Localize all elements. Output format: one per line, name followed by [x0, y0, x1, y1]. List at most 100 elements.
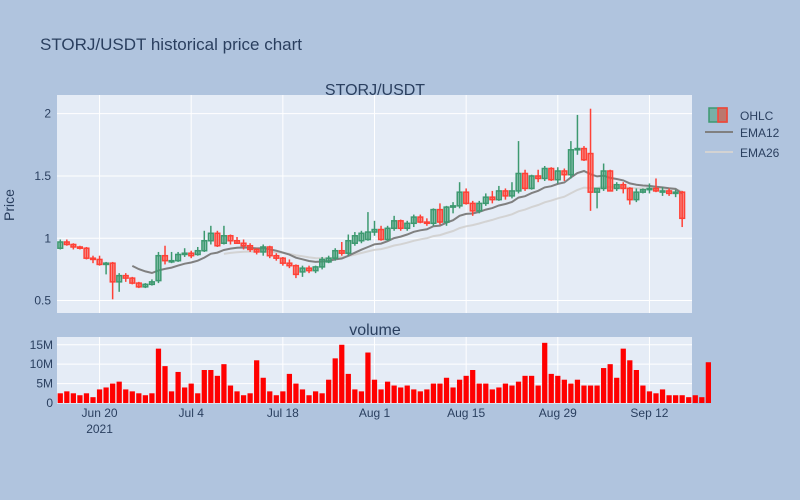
candle-body — [508, 190, 516, 197]
candle-body — [613, 183, 620, 190]
price-y-tick-label: 1.5 — [34, 169, 51, 183]
volume-bar — [254, 360, 260, 403]
volume-bar — [601, 368, 607, 403]
candlestick — [142, 283, 149, 289]
volume-bar — [326, 379, 332, 403]
volume-bar — [57, 393, 63, 403]
candle-body — [469, 202, 476, 212]
legend-label-ohlc: OHLC — [740, 109, 774, 123]
volume-bar — [587, 385, 594, 403]
candlestick-series — [57, 108, 686, 300]
volume-bar — [162, 366, 168, 403]
volume-bar — [542, 342, 548, 403]
candle-body — [351, 235, 358, 244]
x-tick-label: Sep 12 — [630, 406, 668, 420]
volume-bar — [208, 370, 214, 403]
candlestick — [155, 251, 162, 284]
candlestick — [600, 163, 607, 191]
candlestick — [423, 218, 430, 226]
volume-bar — [260, 377, 266, 403]
volume-bar — [640, 385, 646, 403]
candle-body — [292, 264, 300, 276]
candlestick — [410, 214, 417, 228]
candlestick — [57, 239, 64, 250]
volume-bar — [319, 393, 325, 403]
volume-bar — [509, 385, 515, 403]
legend-item-ohlc[interactable]: OHLC — [708, 107, 774, 123]
volume-bar — [653, 393, 659, 403]
candle-body — [312, 266, 319, 272]
candle-body — [240, 242, 247, 247]
candle-body — [593, 187, 601, 193]
candlestick — [626, 187, 633, 205]
candlestick — [652, 178, 660, 193]
candlestick — [521, 169, 529, 191]
candlestick — [587, 108, 594, 211]
candlestick — [102, 261, 110, 275]
candlestick — [508, 182, 516, 199]
candlestick — [639, 188, 647, 194]
candlestick — [607, 169, 614, 192]
price-grid — [57, 95, 692, 313]
price-subplot-title: STORJ/USDT — [325, 82, 425, 99]
candlestick — [70, 243, 77, 250]
candlestick — [672, 189, 679, 198]
candle-body — [332, 249, 339, 259]
volume-bar — [679, 395, 685, 403]
candlestick — [436, 203, 444, 225]
candlestick — [233, 237, 241, 244]
candlestick — [515, 141, 522, 194]
candle-body — [201, 239, 208, 252]
price-y-tick-label: 0.5 — [34, 294, 51, 308]
candle-body — [633, 191, 640, 201]
candlestick — [129, 276, 136, 285]
volume-bar — [404, 385, 410, 403]
candle-body — [607, 170, 614, 192]
candle-body — [227, 235, 234, 242]
candlestick — [417, 214, 424, 224]
candle-body — [266, 246, 273, 257]
candle-body — [175, 253, 182, 262]
candlestick — [377, 225, 385, 241]
candle-body — [168, 259, 175, 263]
candle-body — [188, 252, 195, 257]
x-tick-label: Aug 29 — [539, 406, 577, 420]
candlestick — [495, 185, 502, 201]
volume-bar — [293, 383, 299, 403]
candle-body — [148, 281, 156, 286]
volume-bar — [463, 375, 469, 403]
candle-body — [639, 188, 647, 193]
volume-bar — [142, 395, 148, 403]
candlestick — [404, 220, 411, 231]
volume-bar — [659, 389, 666, 403]
candlestick — [247, 243, 254, 252]
volume-bar — [391, 385, 397, 403]
x-tick-label: Aug 1 — [359, 406, 391, 420]
volume-bar — [77, 395, 83, 403]
candlestick — [502, 188, 509, 200]
volume-bar — [450, 387, 456, 403]
candle-body — [83, 247, 90, 259]
candle-body — [397, 220, 404, 230]
volume-bar — [417, 391, 423, 403]
candlestick — [338, 241, 345, 256]
candlestick — [63, 239, 70, 246]
candle-body — [63, 241, 70, 246]
price-y-tick-label: 1 — [44, 231, 51, 245]
legend-item-ema26[interactable]: EMA26 — [705, 146, 780, 160]
volume-bar — [227, 385, 234, 403]
candle-body — [220, 235, 228, 244]
candlestick — [397, 219, 404, 231]
volume-y-ticks: 0 5M 10M 15M — [30, 338, 54, 410]
candlestick — [148, 279, 156, 286]
candlestick — [482, 193, 489, 206]
candle-body — [377, 228, 385, 241]
legend[interactable]: OHLC EMA12 EMA26 — [705, 107, 780, 160]
volume-bar — [443, 377, 450, 403]
volume-bar — [673, 395, 679, 403]
candle-body — [430, 208, 437, 225]
candle-body — [436, 208, 444, 223]
volume-bar — [103, 387, 109, 403]
legend-item-ema12[interactable]: EMA12 — [705, 126, 780, 140]
volume-bar — [371, 379, 378, 403]
